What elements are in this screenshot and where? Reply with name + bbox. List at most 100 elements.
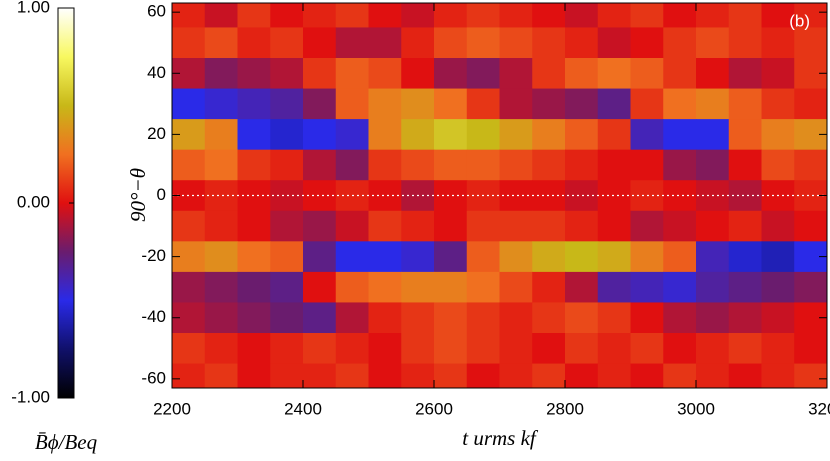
heatmap-cell	[204, 119, 239, 151]
heatmap-cell	[663, 241, 697, 273]
heatmap-cell	[270, 302, 304, 334]
heatmap-cell	[499, 119, 533, 151]
colorbar-tick-label: -1.00	[11, 387, 50, 406]
heatmap-cell	[368, 180, 402, 212]
heatmap-cell	[335, 27, 370, 59]
heatmap-cell	[565, 119, 599, 151]
heatmap-cell	[401, 58, 435, 90]
heatmap-cell	[630, 210, 664, 242]
x-tick-label: 3200	[808, 399, 830, 418]
heatmap-cell	[270, 88, 304, 120]
heatmap-cell	[237, 271, 271, 304]
heatmap-cell	[335, 363, 370, 388]
heatmap-cell	[368, 88, 402, 120]
heatmap-cell	[761, 241, 795, 273]
heatmap-cell	[237, 119, 271, 151]
heatmap-cell	[696, 27, 730, 59]
heatmap-cell	[270, 363, 304, 388]
heatmap-cell	[663, 302, 697, 334]
heatmap-cell	[630, 27, 664, 59]
heatmap-cell	[532, 27, 566, 59]
heatmap-cell	[270, 119, 304, 151]
heatmap-cell	[204, 363, 239, 388]
heatmap-cell	[303, 149, 337, 181]
heatmap-cell	[761, 302, 795, 334]
heatmap-cell	[597, 271, 632, 304]
heatmap-cell	[237, 210, 271, 242]
heatmap-cell	[728, 180, 763, 212]
heatmap-cell	[434, 180, 468, 212]
heatmap-cell	[172, 149, 206, 181]
heatmap-cell	[597, 333, 632, 365]
heatmap-cell	[335, 88, 370, 120]
heatmap-cell	[303, 210, 337, 242]
heatmap-cell	[335, 271, 370, 304]
heatmap-cell	[630, 88, 664, 120]
heatmap-cell	[696, 3, 730, 29]
colorbar-tick-label: 1.00	[17, 0, 50, 16]
heatmap-cell	[204, 333, 239, 365]
heatmap-cell	[630, 241, 664, 273]
heatmap-cell	[630, 333, 664, 365]
heatmap-cell	[401, 363, 435, 388]
heatmap-cell	[368, 241, 402, 273]
heatmap-cell	[565, 271, 599, 304]
heatmap-cell	[565, 27, 599, 59]
heatmap-cell	[532, 241, 566, 273]
heatmap-cell	[368, 302, 402, 334]
y-tick-label: 60	[147, 2, 166, 21]
y-tick-label: -60	[141, 368, 166, 387]
heatmap-cell	[499, 88, 533, 120]
heatmap-cell	[204, 88, 239, 120]
heatmap-cell	[728, 119, 763, 151]
heatmap-cell	[728, 363, 763, 388]
heatmap-cell	[696, 88, 730, 120]
panel-annotation: (b)	[789, 11, 810, 30]
heatmap-cell	[172, 3, 206, 29]
heatmap-cell	[597, 27, 632, 59]
heatmap-cell	[434, 271, 468, 304]
heatmap-cell	[794, 333, 827, 365]
heatmap-cell	[696, 302, 730, 334]
heatmap-cell	[434, 149, 468, 181]
heatmap-cell	[237, 149, 271, 181]
heatmap-cell	[303, 302, 337, 334]
heatmap-cell	[204, 271, 239, 304]
heatmap-cell	[401, 241, 435, 273]
heatmap-cell	[663, 88, 697, 120]
heatmap-cell	[434, 58, 468, 90]
x-tick-label: 2200	[153, 399, 191, 418]
heatmap-cell	[466, 58, 501, 90]
heatmap-cell	[270, 241, 304, 273]
heatmap-cell	[466, 3, 501, 29]
heatmap-cell	[204, 27, 239, 59]
heatmap-cell	[434, 241, 468, 273]
y-tick-label: 0	[157, 185, 166, 204]
heatmap-cell	[597, 149, 632, 181]
heatmap-cell	[597, 88, 632, 120]
heatmap-cell	[499, 149, 533, 181]
heatmap-cell	[761, 210, 795, 242]
heatmap-cell	[303, 58, 337, 90]
heatmap-cell	[696, 58, 730, 90]
heatmap-cell	[172, 333, 206, 365]
heatmap-cell	[368, 119, 402, 151]
heatmap-cell	[434, 302, 468, 334]
heatmap-cell	[761, 119, 795, 151]
y-tick-label: -40	[141, 307, 166, 326]
heatmap-cell	[728, 58, 763, 90]
heatmap-cell	[335, 149, 370, 181]
heatmap-cell	[237, 241, 271, 273]
heatmap-cell	[303, 119, 337, 151]
heatmap-cell	[663, 27, 697, 59]
heatmap-cell	[499, 210, 533, 242]
heatmap-cell	[761, 88, 795, 120]
heatmap-cell	[401, 27, 435, 59]
heatmap-cell	[565, 210, 599, 242]
heatmap-cell	[335, 333, 370, 365]
heatmap-cell	[434, 210, 468, 242]
heatmap-cell	[204, 302, 239, 334]
heatmap-cell	[728, 3, 763, 29]
heatmap-cell	[630, 363, 664, 388]
heatmap-cell	[761, 271, 795, 304]
